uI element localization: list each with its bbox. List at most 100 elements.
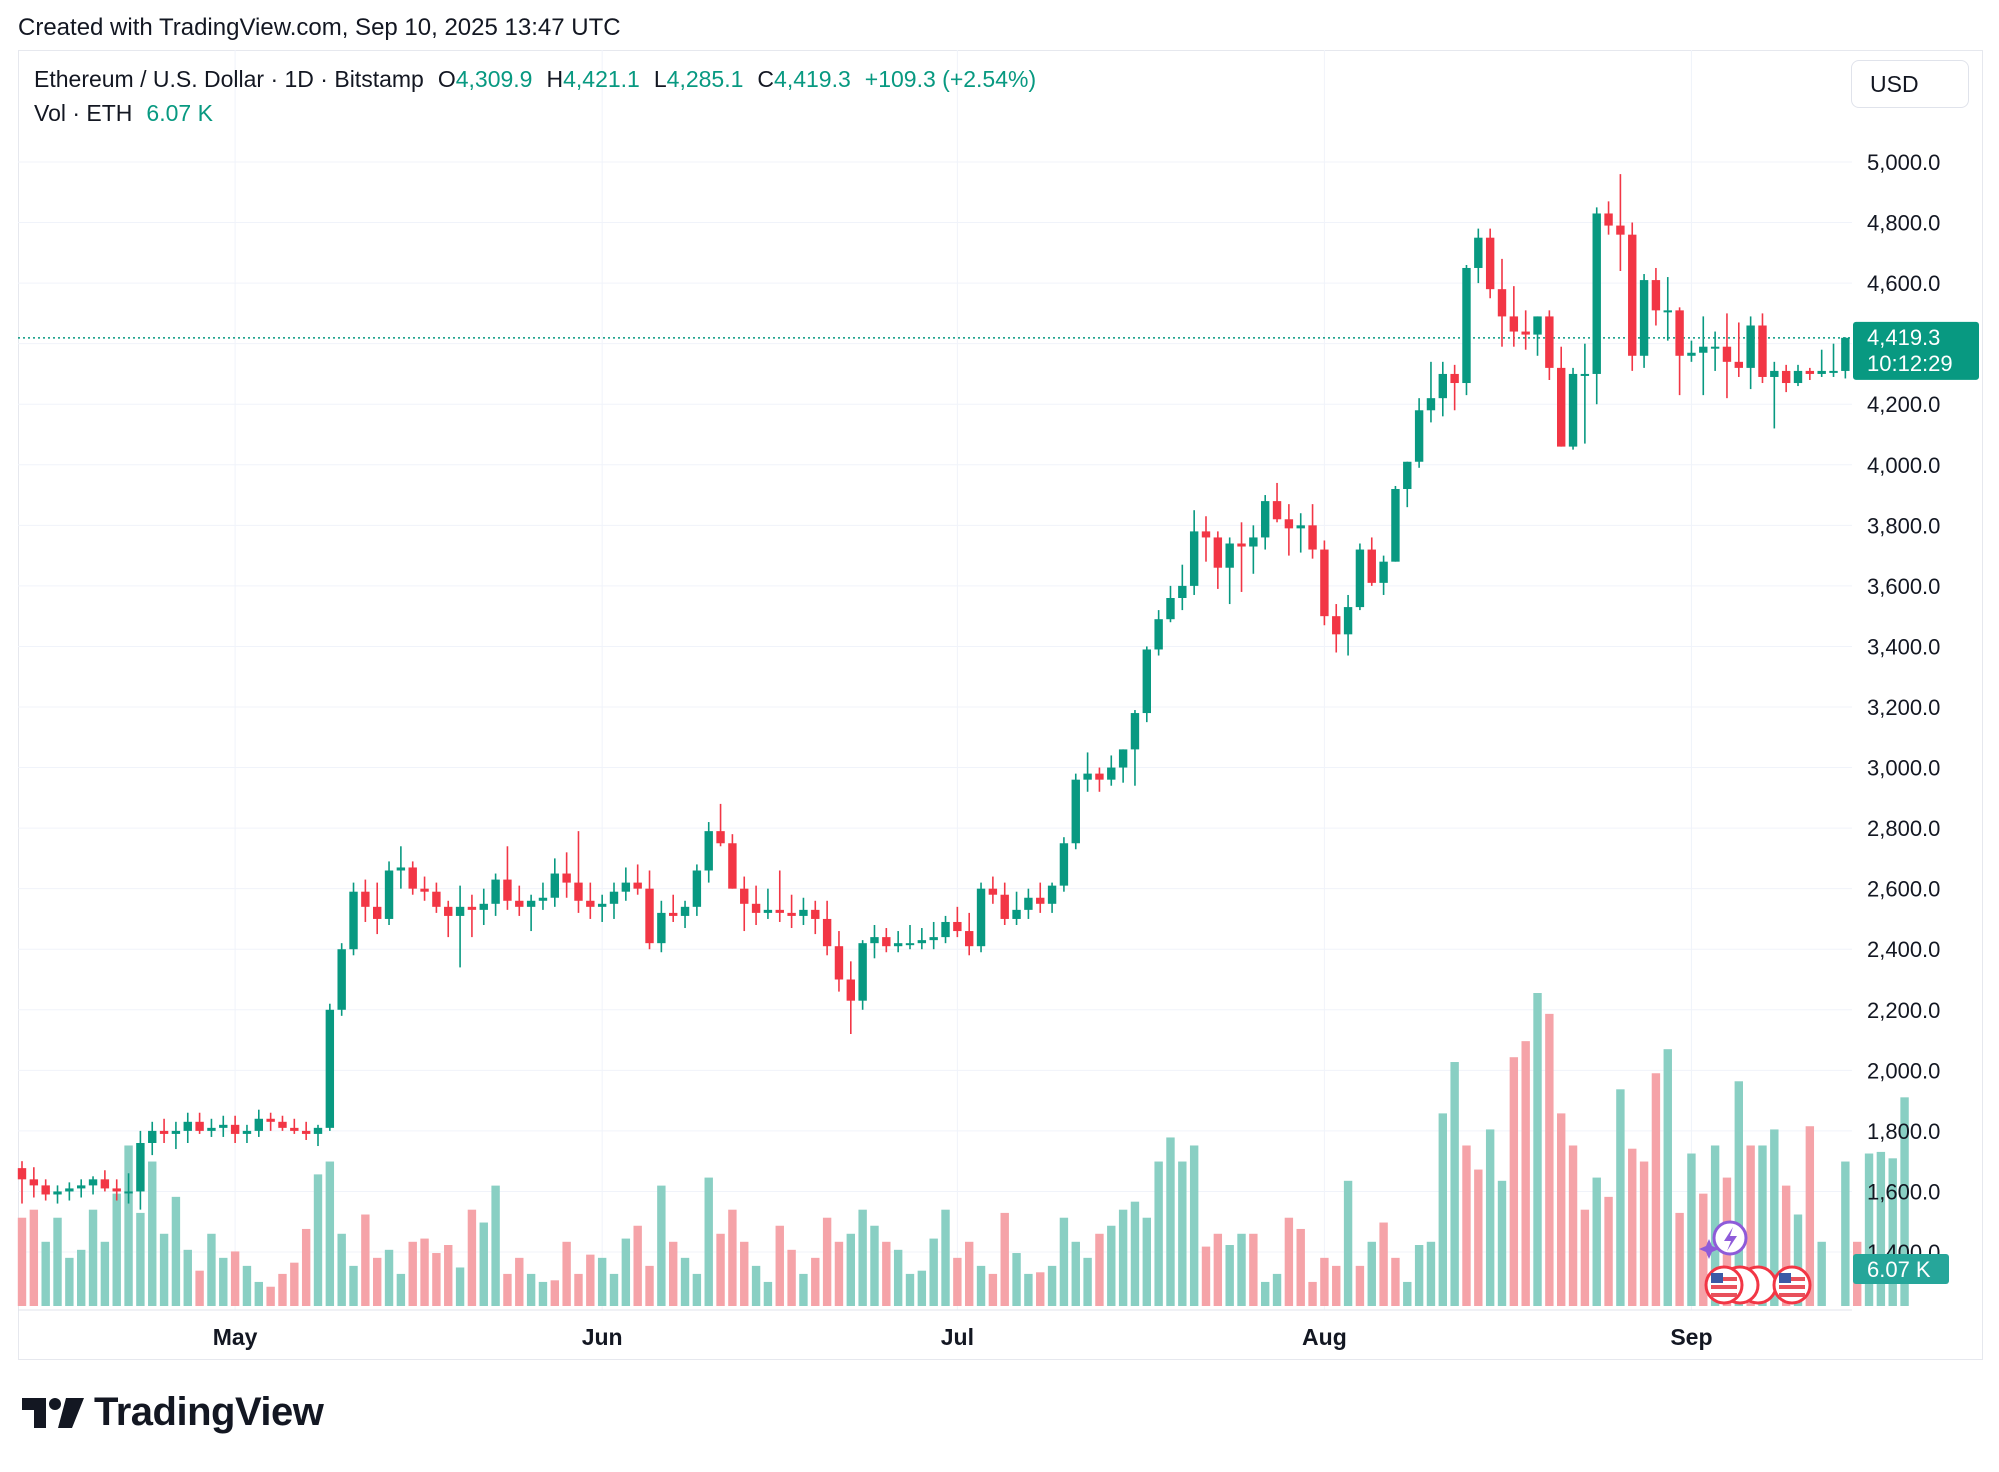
volume-bar bbox=[1604, 1196, 1613, 1306]
candle-body bbox=[621, 882, 631, 892]
us-flag-event-icon-2[interactable] bbox=[1772, 1265, 1812, 1305]
currency-button[interactable]: USD bbox=[1851, 60, 1969, 108]
time-axis-label: Aug bbox=[1302, 1324, 1347, 1350]
candle-body bbox=[657, 912, 666, 944]
price-axis-label: 2,800.0 bbox=[1867, 816, 1940, 841]
candle bbox=[124, 1173, 133, 1204]
tradingview-logo[interactable]: TradingView bbox=[22, 1390, 324, 1435]
candle bbox=[1225, 537, 1234, 605]
candle-body bbox=[65, 1188, 74, 1192]
volume-bar bbox=[479, 1222, 488, 1306]
candle bbox=[1142, 646, 1151, 723]
volume-bar bbox=[1758, 1145, 1767, 1306]
candle bbox=[159, 1118, 169, 1143]
open-label: O bbox=[437, 66, 456, 92]
candle bbox=[1533, 316, 1542, 356]
volume-bar bbox=[1426, 1241, 1436, 1306]
candle-body bbox=[183, 1121, 192, 1131]
time-axis-label: Jun bbox=[582, 1324, 623, 1350]
candle bbox=[1509, 286, 1519, 347]
candle bbox=[1770, 361, 1779, 429]
candle bbox=[242, 1124, 252, 1143]
candle-body bbox=[1663, 310, 1672, 313]
candle bbox=[1237, 522, 1246, 592]
candle-body bbox=[1438, 373, 1447, 399]
candle bbox=[799, 897, 808, 925]
candle-body bbox=[361, 891, 370, 907]
candle bbox=[1355, 543, 1365, 611]
candle-body bbox=[1474, 237, 1483, 268]
candle bbox=[1320, 540, 1329, 626]
volume-bar bbox=[1261, 1281, 1270, 1306]
time-axis: May Jun Jul Aug Sep bbox=[18, 1309, 1852, 1350]
candle-body bbox=[1036, 897, 1045, 904]
candle-body bbox=[1237, 543, 1246, 547]
candle bbox=[266, 1112, 275, 1131]
volume-bar bbox=[1557, 1113, 1566, 1306]
volume-bar bbox=[870, 1225, 879, 1306]
candle bbox=[562, 852, 571, 898]
volume-bar bbox=[1059, 1217, 1069, 1306]
candle bbox=[822, 900, 832, 956]
price-axis-label: 3,200.0 bbox=[1867, 695, 1940, 720]
candle-body bbox=[1592, 213, 1601, 374]
volume-bar bbox=[1095, 1233, 1104, 1306]
volume-bar bbox=[1770, 1129, 1779, 1306]
candle bbox=[716, 803, 725, 847]
volume-bar bbox=[219, 1257, 228, 1306]
candle bbox=[870, 925, 879, 959]
price-axis-label: 3,000.0 bbox=[1867, 756, 1940, 781]
candle bbox=[1568, 367, 1578, 450]
price-axis-label: 2,200.0 bbox=[1867, 998, 1940, 1023]
volume-bar bbox=[1379, 1222, 1388, 1306]
candle-body bbox=[751, 903, 761, 913]
candle bbox=[1829, 343, 1838, 377]
candle-body bbox=[479, 903, 488, 910]
candle bbox=[1722, 313, 1732, 399]
candle-body bbox=[799, 909, 808, 916]
candle bbox=[17, 1161, 27, 1204]
spark-icon[interactable] bbox=[1699, 1220, 1748, 1259]
candle-body bbox=[1012, 909, 1021, 919]
candle bbox=[420, 876, 429, 901]
volume-bar bbox=[503, 1273, 512, 1306]
candle bbox=[1083, 752, 1092, 792]
candle-body bbox=[100, 1179, 110, 1189]
volume-bar bbox=[893, 1249, 903, 1306]
volume-bar bbox=[112, 1193, 121, 1306]
candle bbox=[1580, 343, 1590, 444]
volume-bar bbox=[882, 1241, 891, 1306]
volume-bar bbox=[408, 1241, 417, 1306]
time-axis-label: Jul bbox=[941, 1324, 974, 1350]
candle bbox=[1272, 482, 1282, 523]
volume-bar bbox=[645, 1265, 654, 1306]
volume-bar bbox=[1462, 1145, 1471, 1306]
volume-bar bbox=[1414, 1245, 1424, 1306]
candle bbox=[917, 928, 927, 950]
candle-body bbox=[373, 906, 382, 919]
volume-bar bbox=[1864, 1153, 1874, 1306]
volume-bar bbox=[669, 1241, 678, 1306]
volume-bar bbox=[787, 1249, 796, 1306]
volume-bar bbox=[1213, 1233, 1223, 1306]
candle-body bbox=[716, 831, 725, 844]
candle bbox=[1545, 310, 1554, 380]
volume-bar bbox=[905, 1273, 915, 1306]
candle-body bbox=[1391, 489, 1400, 562]
candle bbox=[100, 1170, 110, 1192]
candle-body bbox=[420, 888, 429, 892]
candle-body bbox=[538, 897, 548, 901]
volume-legend[interactable]: Vol · ETH 6.07 K bbox=[34, 100, 213, 127]
us-flag-event-icon[interactable] bbox=[1704, 1265, 1778, 1305]
candle bbox=[1781, 364, 1791, 393]
candle bbox=[148, 1121, 157, 1156]
symbol-legend[interactable]: Ethereum / U.S. Dollar · 1D · Bitstamp O4… bbox=[34, 66, 1036, 93]
volume-bar bbox=[929, 1238, 938, 1306]
economic-events bbox=[1699, 1220, 1812, 1305]
candle bbox=[77, 1179, 86, 1198]
candle-body bbox=[337, 949, 346, 1010]
candle bbox=[586, 882, 595, 919]
candle bbox=[538, 882, 548, 910]
volume-bar bbox=[148, 1161, 157, 1306]
